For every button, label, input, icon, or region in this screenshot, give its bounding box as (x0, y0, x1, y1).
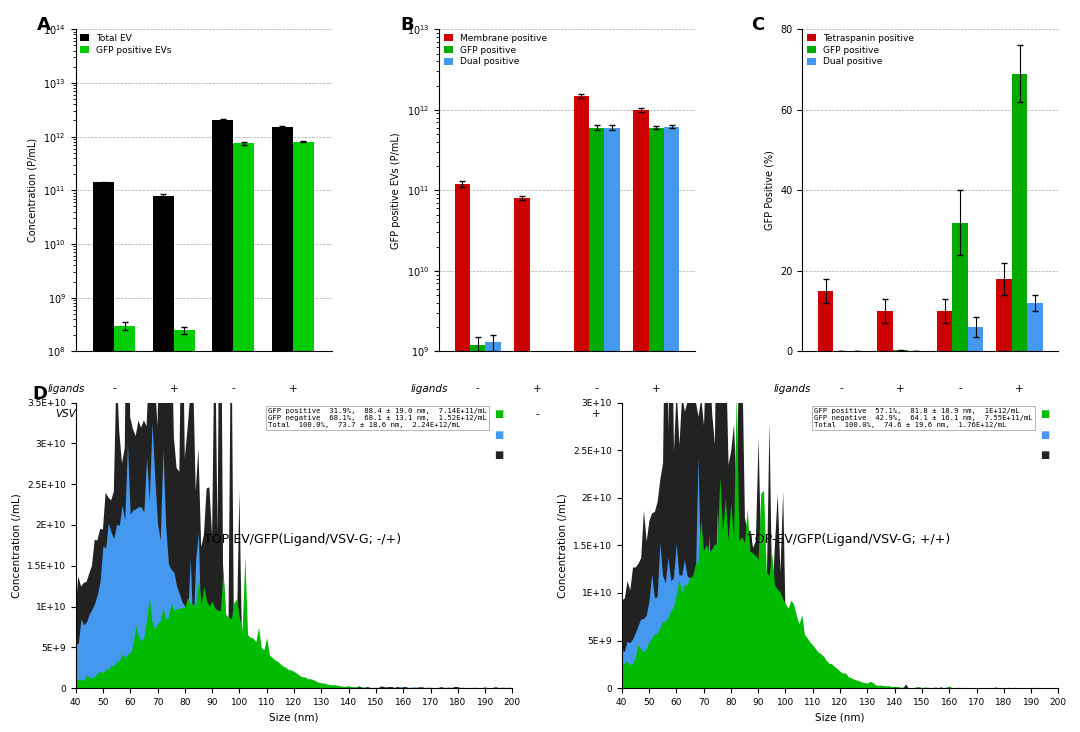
Bar (455, 184, 470, 732)
Text: -: - (476, 409, 480, 419)
Text: C: C (752, 16, 765, 34)
Text: GFP positive  57.1%,  81.8 ± 18.9 nm,  1E+12/mL
GFP negative  42.9%,  64.1 ± 16.: GFP positive 57.1%, 81.8 ± 18.9 nm, 1E+1… (814, 408, 1032, 428)
Text: -: - (476, 384, 480, 394)
Text: +: + (652, 384, 661, 394)
Text: -: - (595, 384, 598, 394)
Text: -: - (839, 384, 843, 394)
Text: +: + (593, 409, 602, 419)
Text: +: + (1015, 409, 1024, 419)
Y-axis label: GFP Positive (%): GFP Positive (%) (765, 150, 774, 231)
Bar (293, 142, 313, 732)
Bar (997, 279, 1012, 351)
Text: ligands: ligands (774, 384, 811, 394)
Text: -: - (172, 409, 176, 419)
Bar (272, 127, 293, 732)
Text: ■: ■ (495, 430, 503, 440)
Y-axis label: Concentration (/mL): Concentration (/mL) (557, 493, 567, 598)
Bar (153, 195, 174, 732)
Bar (485, 342, 501, 732)
Text: VSVG: VSVG (56, 409, 84, 419)
Bar (233, 143, 254, 732)
Text: +: + (229, 409, 238, 419)
Bar (953, 223, 968, 351)
Bar (1027, 303, 1043, 351)
Text: ligands: ligands (48, 384, 84, 394)
Bar (877, 311, 893, 351)
Bar (589, 127, 605, 732)
Text: -: - (112, 384, 117, 394)
Bar (529, 364, 545, 732)
Legend: Total EV, GFP positive EVs: Total EV, GFP positive EVs (80, 34, 172, 54)
Text: +: + (956, 409, 964, 419)
Text: +: + (170, 384, 178, 394)
Text: -: - (958, 384, 962, 394)
Bar (573, 96, 589, 732)
Bar (664, 127, 679, 732)
Text: -: - (536, 409, 539, 419)
Legend: Membrane positive, GFP positive, Dual positive: Membrane positive, GFP positive, Dual po… (444, 34, 546, 66)
Bar (605, 127, 620, 732)
Text: ■: ■ (495, 450, 503, 460)
Text: -: - (231, 384, 235, 394)
Bar (937, 311, 953, 351)
Text: A: A (37, 16, 51, 34)
Text: +: + (532, 384, 541, 394)
Text: +: + (652, 409, 661, 419)
Bar (893, 350, 908, 351)
Text: TOP-EV/GFP(Ligand/VSV-G; +/+): TOP-EV/GFP(Ligand/VSV-G; +/+) (747, 533, 950, 546)
Bar (649, 127, 664, 732)
Text: +: + (288, 384, 297, 394)
Text: GFP positive  31.9%,  88.4 ± 19.0 nm,  7.14E+11/mL
GFP negative  68.1%,  68.1 ± : GFP positive 31.9%, 88.4 ± 19.0 nm, 7.14… (268, 408, 487, 428)
Bar (470, 345, 485, 732)
Text: ■: ■ (1040, 409, 1050, 419)
Text: -: - (839, 409, 843, 419)
Text: TOP-EV/GFP(Ligand/VSV-G; -/+): TOP-EV/GFP(Ligand/VSV-G; -/+) (204, 533, 402, 546)
Text: ligands: ligands (410, 384, 448, 394)
Text: -: - (112, 409, 117, 419)
Bar (1012, 74, 1027, 351)
X-axis label: Size (nm): Size (nm) (815, 712, 865, 722)
Y-axis label: Concentration (/mL): Concentration (/mL) (11, 493, 22, 598)
Text: B: B (401, 16, 415, 34)
Bar (968, 327, 984, 351)
Text: ■: ■ (1040, 430, 1050, 440)
Bar (514, 198, 529, 732)
Y-axis label: Concentration (P/mL): Concentration (P/mL) (27, 138, 38, 242)
Text: ■: ■ (1040, 450, 1050, 460)
Y-axis label: GFP positive EVs (P/mL): GFP positive EVs (P/mL) (391, 132, 401, 249)
Text: +: + (896, 384, 905, 394)
Bar (174, 330, 194, 732)
Text: +: + (288, 409, 297, 419)
Bar (94, 182, 114, 732)
Text: VSVG: VSVG (783, 409, 811, 419)
Bar (114, 326, 135, 732)
Bar (818, 291, 834, 351)
Text: VSVG: VSVG (419, 409, 448, 419)
Text: +: + (1015, 384, 1024, 394)
Bar (213, 121, 233, 732)
Text: ■: ■ (495, 409, 503, 419)
Bar (545, 369, 561, 732)
Text: D: D (32, 386, 46, 403)
Text: -: - (899, 409, 903, 419)
Bar (633, 110, 649, 732)
X-axis label: Size (nm): Size (nm) (269, 712, 319, 722)
Legend: Tetraspanin positive, GFP positive, Dual positive: Tetraspanin positive, GFP positive, Dual… (807, 34, 915, 66)
